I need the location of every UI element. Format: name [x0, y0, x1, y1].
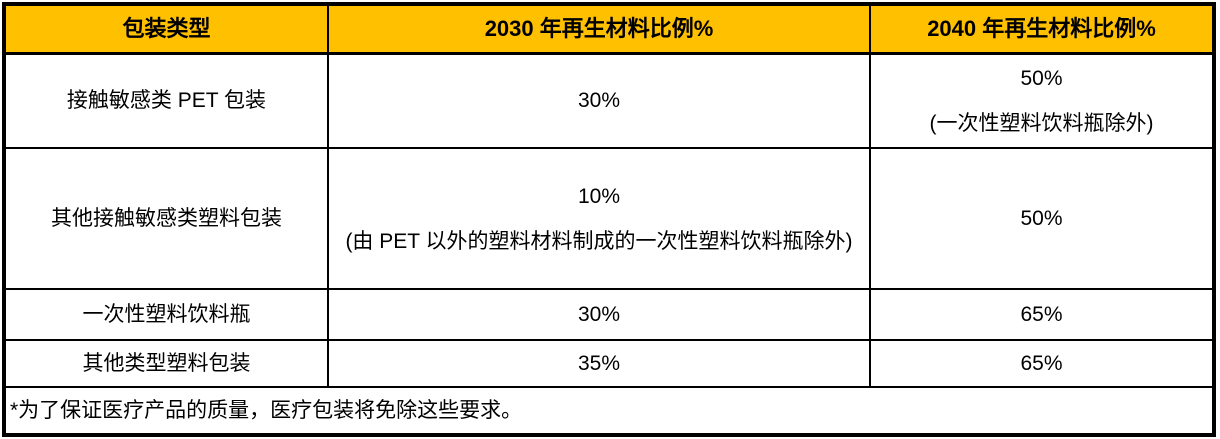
- cell-ratio-2030: 30%: [327, 288, 871, 341]
- cell-ratio-2040: 50% (一次性塑料饮料瓶除外): [869, 52, 1215, 149]
- table-row: 接触敏感类 PET 包装 30% 50% (一次性塑料饮料瓶除外): [3, 52, 1215, 149]
- header-cell-ratio-2040: 2040 年再生材料比例%: [869, 3, 1215, 55]
- cell-ratio-2030: 35%: [327, 339, 871, 388]
- table-row: 一次性塑料饮料瓶 30% 65%: [3, 288, 1215, 341]
- cell-ratio-2030: 30%: [327, 52, 871, 149]
- header-cell-packaging-type: 包装类型: [3, 3, 329, 55]
- ratio-value: 30%: [577, 303, 621, 326]
- cell-packaging-type: 其他类型塑料包装: [3, 339, 329, 388]
- ratio-value: 65%: [1020, 303, 1063, 326]
- ratio-note: (由 PET 以外的塑料材料制成的一次性塑料饮料瓶除外): [345, 229, 853, 253]
- cell-ratio-2030: 10% (由 PET 以外的塑料材料制成的一次性塑料饮料瓶除外): [327, 147, 871, 290]
- ratio-value: 30%: [577, 89, 621, 113]
- ratio-note: (一次性塑料饮料瓶除外): [929, 111, 1154, 135]
- header-cell-ratio-2030: 2030 年再生材料比例%: [327, 3, 871, 55]
- cell-packaging-type: 一次性塑料饮料瓶: [3, 288, 329, 341]
- footnote-row: *为了保证医疗产品的质量，医疗包装将免除这些要求。: [3, 386, 1215, 436]
- cell-ratio-2040: 65%: [869, 288, 1215, 341]
- table-row: 其他接触敏感类塑料包装 10% (由 PET 以外的塑料材料制成的一次性塑料饮料…: [3, 147, 1215, 290]
- ratio-value: 50%: [1020, 207, 1063, 230]
- footnote-text: *为了保证医疗产品的质量，医疗包装将免除这些要求。: [3, 386, 1215, 436]
- cell-packaging-type: 其他接触敏感类塑料包装: [3, 147, 329, 290]
- ratio-value: 50%: [1020, 66, 1063, 90]
- cell-ratio-2040: 50%: [869, 147, 1215, 290]
- cell-packaging-type: 接触敏感类 PET 包装: [3, 52, 329, 149]
- table-row: 其他类型塑料包装 35% 65%: [3, 339, 1215, 388]
- header-row: 包装类型 2030 年再生材料比例% 2040 年再生材料比例%: [3, 3, 1215, 55]
- ratio-value: 65%: [1020, 352, 1063, 375]
- ratio-value: 35%: [577, 352, 621, 375]
- cell-ratio-2040: 65%: [869, 339, 1215, 388]
- ratio-value: 10%: [577, 184, 621, 208]
